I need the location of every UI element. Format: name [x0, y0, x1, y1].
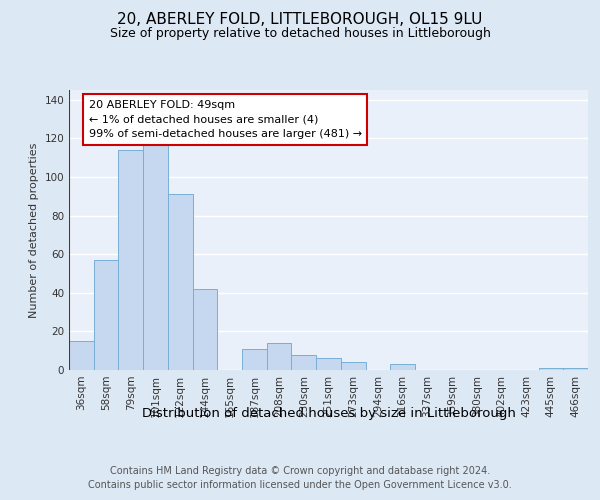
Bar — [242, 349, 267, 370]
Bar — [143, 142, 168, 370]
Bar — [539, 368, 563, 370]
Bar — [118, 150, 143, 370]
Bar — [316, 358, 341, 370]
Bar — [94, 260, 118, 370]
Bar — [168, 194, 193, 370]
Text: 20, ABERLEY FOLD, LITTLEBOROUGH, OL15 9LU: 20, ABERLEY FOLD, LITTLEBOROUGH, OL15 9L… — [118, 12, 482, 28]
Bar — [267, 343, 292, 370]
Text: Size of property relative to detached houses in Littleborough: Size of property relative to detached ho… — [110, 28, 490, 40]
Bar — [563, 368, 588, 370]
Text: Contains HM Land Registry data © Crown copyright and database right 2024.
Contai: Contains HM Land Registry data © Crown c… — [88, 466, 512, 490]
Bar — [292, 354, 316, 370]
Y-axis label: Number of detached properties: Number of detached properties — [29, 142, 39, 318]
Bar — [341, 362, 365, 370]
Bar — [193, 289, 217, 370]
Bar — [69, 341, 94, 370]
Bar — [390, 364, 415, 370]
Text: Distribution of detached houses by size in Littleborough: Distribution of detached houses by size … — [142, 408, 516, 420]
Text: 20 ABERLEY FOLD: 49sqm
← 1% of detached houses are smaller (4)
99% of semi-detac: 20 ABERLEY FOLD: 49sqm ← 1% of detached … — [89, 100, 362, 140]
